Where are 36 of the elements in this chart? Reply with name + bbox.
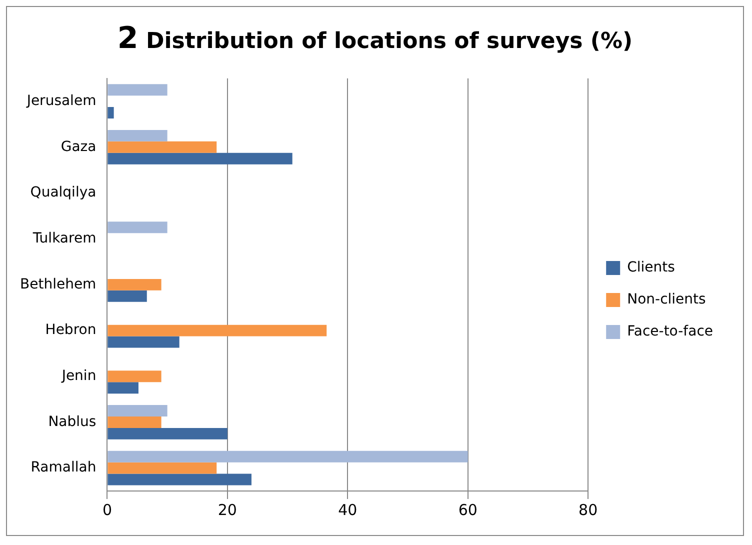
y-tick-label: Jenin [60, 368, 96, 384]
x-tick-label: 80 [578, 500, 598, 519]
x-tick-label: 40 [338, 500, 358, 519]
bar [108, 141, 217, 153]
bar [108, 130, 168, 142]
legend-label: Face-to-face [627, 324, 714, 340]
bar [108, 84, 168, 96]
bar [108, 405, 168, 417]
bar [108, 290, 147, 302]
bar [108, 370, 162, 382]
legend-label: Clients [627, 260, 675, 276]
bar [108, 382, 138, 394]
y-tick-label: Nablus [48, 414, 96, 430]
y-tick-label: Ramallah [30, 460, 96, 476]
y-tick-label: Tulkarem [32, 230, 96, 246]
bar [108, 152, 292, 164]
y-tick-label: Qualqilya [30, 184, 96, 201]
bar [108, 107, 114, 119]
bar [108, 336, 180, 348]
y-tick-label: Hebron [45, 322, 96, 338]
y-tick-label: Gaza [60, 138, 96, 155]
y-tick-label: Jerusalem [26, 92, 96, 109]
x-tick-label: 60 [458, 500, 478, 519]
y-tick-label: Bethlehem [20, 276, 96, 292]
bar [108, 474, 252, 486]
bar [108, 278, 162, 290]
bar [108, 324, 327, 336]
bar [108, 222, 168, 234]
bar [108, 450, 468, 462]
x-tick-label: 20 [218, 500, 237, 519]
bar [108, 462, 217, 474]
bar [108, 428, 228, 440]
legend-label: Non-clients [627, 292, 706, 308]
chart-title: 2 Distribution of locations of surveys (%) [116, 21, 634, 56]
x-tick-label: 0 [102, 500, 112, 519]
bar [108, 416, 162, 428]
